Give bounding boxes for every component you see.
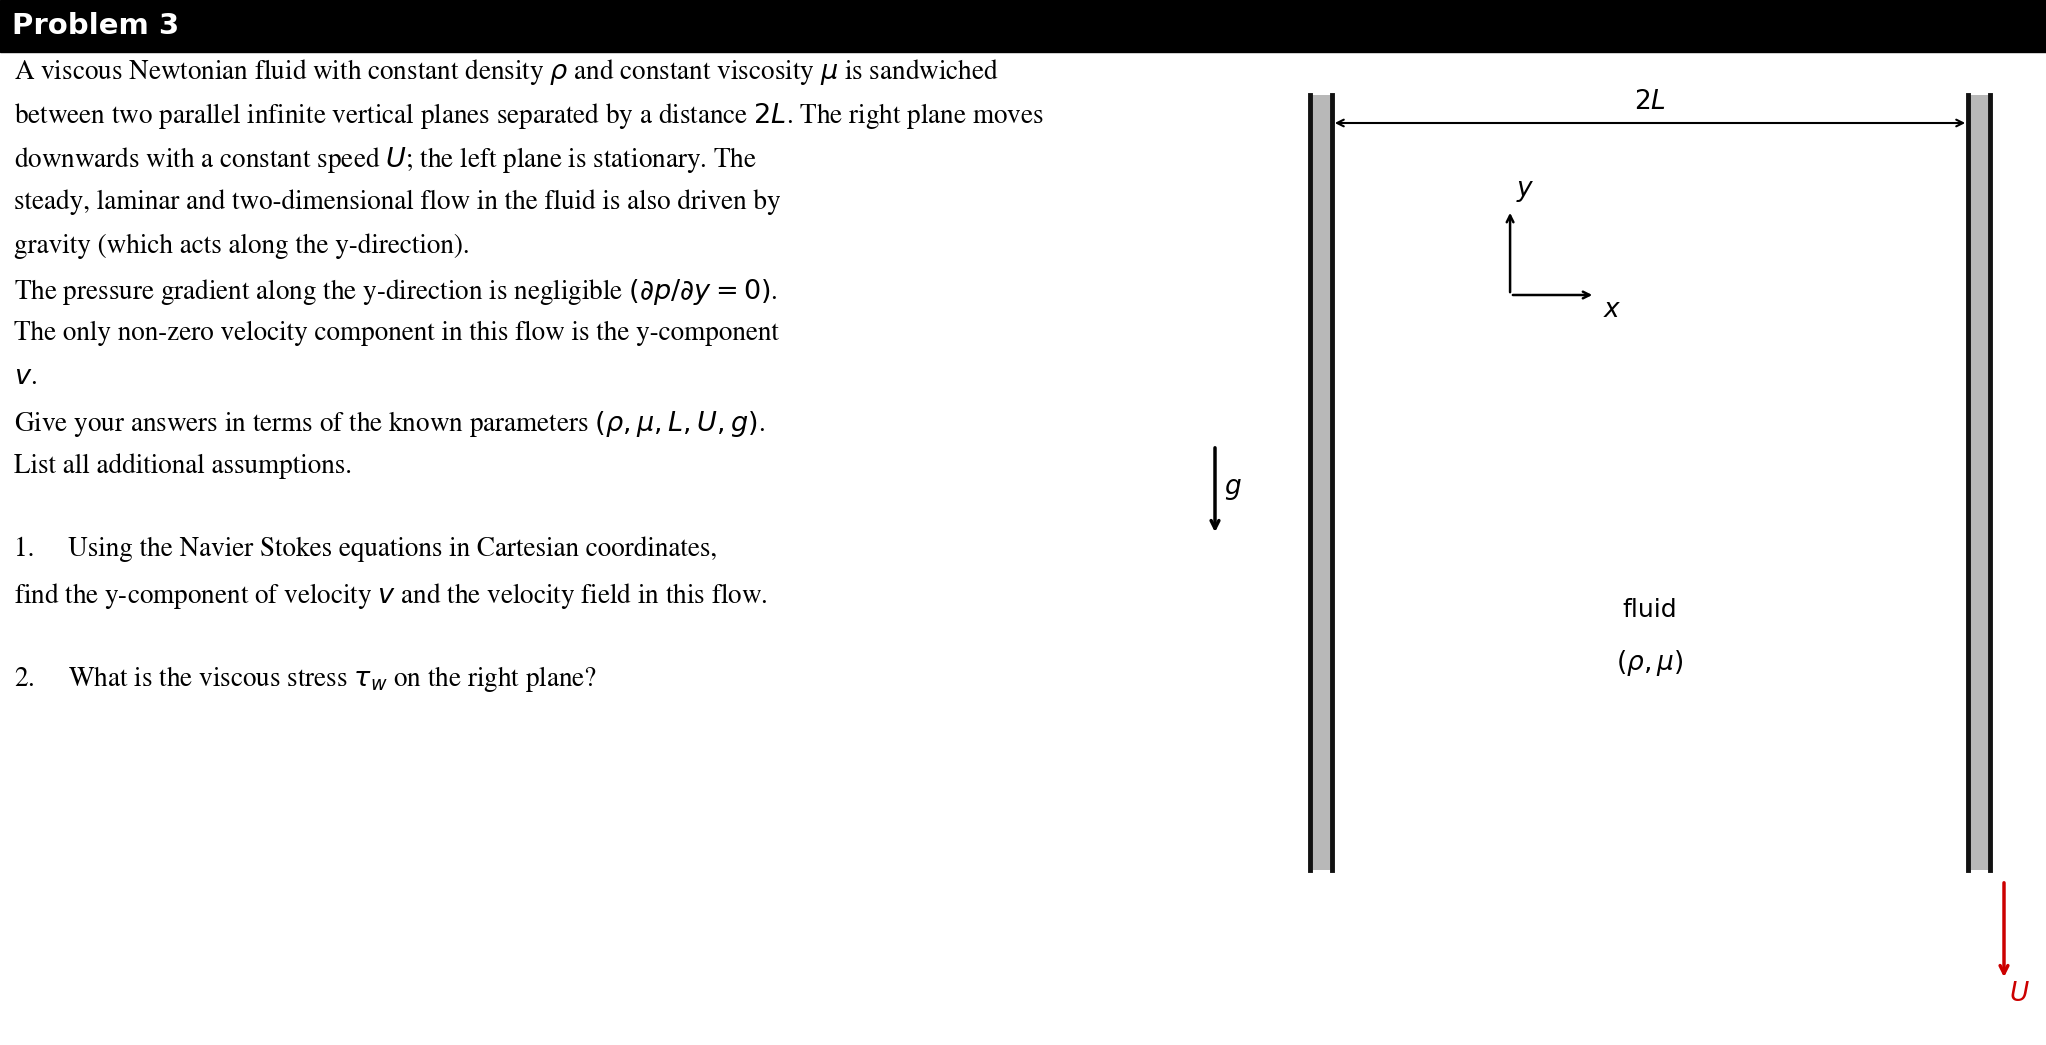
Text: $x$: $x$	[1604, 299, 1622, 323]
Text: A viscous Newtonian fluid with constant density $\rho$ and constant viscosity $\: A viscous Newtonian fluid with constant …	[14, 57, 998, 87]
Text: $U$: $U$	[2009, 982, 2030, 1006]
Text: List all additional assumptions.: List all additional assumptions.	[14, 452, 352, 479]
Bar	[0, 0, 2046, 52]
Text: $y$: $y$	[1516, 179, 1534, 204]
Text: The pressure gradient along the y-direction is negligible $(\partial p/\partial : The pressure gradient along the y-direct…	[14, 277, 777, 307]
Text: $2L$: $2L$	[1635, 91, 1665, 115]
Text: Give your answers in terms of the known parameters $(\rho, \mu, L, U, g)$.: Give your answers in terms of the known …	[14, 409, 765, 439]
Text: find the y-component of velocity $v$ and the velocity field in this flow.: find the y-component of velocity $v$ and…	[14, 581, 767, 610]
Text: steady, laminar and two-dimensional flow in the fluid is also driven by: steady, laminar and two-dimensional flow…	[14, 189, 782, 214]
Text: downwards with a constant speed $U$; the left plane is stationary. The: downwards with a constant speed $U$; the…	[14, 145, 757, 175]
Text: $g$: $g$	[1224, 478, 1242, 503]
Bar	[1968, 95, 1991, 870]
Text: fluid: fluid	[1622, 598, 1678, 622]
Text: gravity (which acts along the y-direction).: gravity (which acts along the y-directio…	[14, 233, 471, 259]
Text: Problem 3: Problem 3	[12, 11, 180, 40]
Text: 1.     Using the Navier Stokes equations in Cartesian coordinates,: 1. Using the Navier Stokes equations in …	[14, 536, 718, 562]
Bar	[1309, 95, 1332, 870]
Text: $v$.: $v$.	[14, 365, 37, 390]
Text: between two parallel infinite vertical planes separated by a distance $2L$. The : between two parallel infinite vertical p…	[14, 101, 1043, 131]
Text: 2.     What is the viscous stress $\tau_w$ on the right plane?: 2. What is the viscous stress $\tau_w$ o…	[14, 665, 597, 694]
Text: The only non-zero velocity component in this flow is the y-component: The only non-zero velocity component in …	[14, 321, 780, 346]
Text: $(\rho,\mu)$: $(\rho,\mu)$	[1616, 648, 1684, 678]
